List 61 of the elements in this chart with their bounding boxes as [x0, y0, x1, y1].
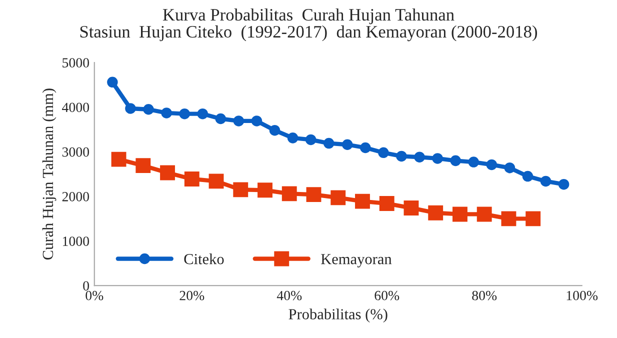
- y-tick-label: 4000: [62, 102, 90, 112]
- y-tick-label: 5000: [62, 58, 90, 68]
- point: [522, 170, 534, 182]
- point: [501, 211, 516, 226]
- point: [287, 132, 298, 144]
- x-tick-label: 0%: [86, 290, 104, 300]
- point: [450, 155, 461, 166]
- point: [404, 200, 419, 216]
- point: [233, 182, 248, 198]
- point: [160, 165, 175, 180]
- x-tick-label: 40%: [276, 290, 302, 300]
- point: [486, 159, 498, 170]
- point: [136, 158, 151, 174]
- point: [360, 142, 371, 154]
- point: [208, 174, 224, 189]
- point: [476, 206, 492, 222]
- point: [269, 124, 280, 136]
- point: [428, 205, 444, 220]
- x-tick-label: 80%: [472, 290, 497, 300]
- point: [179, 108, 190, 120]
- point: [197, 108, 208, 120]
- y-tick-label: 2000: [62, 192, 90, 202]
- y-tick-label: 0: [83, 281, 90, 291]
- point: [184, 172, 200, 186]
- x-tick-label: 100%: [566, 290, 598, 300]
- point: [282, 186, 297, 202]
- point: [251, 116, 262, 126]
- point: [143, 104, 154, 115]
- x-tick-label: 60%: [374, 290, 400, 300]
- point: [540, 176, 552, 187]
- point: [233, 116, 244, 126]
- legend-label: Citeko: [184, 254, 224, 264]
- point: [111, 152, 126, 167]
- x-tick-label: 20%: [180, 290, 204, 300]
- point: [330, 190, 346, 206]
- y-tick-label: 1000: [62, 236, 90, 246]
- legend-label: Kemayoran: [321, 254, 392, 268]
- point: [125, 103, 136, 114]
- point: [378, 147, 389, 158]
- point: [161, 108, 172, 118]
- point: [306, 187, 322, 202]
- y-axis-title: Curah Hujan Tahunan (mm): [42, 88, 56, 260]
- y-tick-label: 3000: [62, 147, 90, 157]
- chart-title: Kurva Probabilitas Curah Hujan Tahunan Stasiun Hujan Citeko (1992-2017) dan Kemayoran (2000-2018): [80, 8, 538, 42]
- point: [432, 153, 443, 164]
- point: [305, 134, 316, 146]
- point: [468, 156, 480, 168]
- point: [504, 162, 516, 174]
- point: [379, 196, 394, 211]
- point: [526, 211, 541, 226]
- point: [107, 76, 118, 88]
- point: [414, 152, 425, 162]
- point: [215, 113, 226, 124]
- point: [452, 206, 468, 222]
- point: [323, 138, 334, 149]
- point: [558, 178, 570, 190]
- point: [342, 139, 353, 150]
- point: [355, 194, 370, 209]
- point: [258, 182, 272, 198]
- point: [396, 150, 407, 162]
- x-axis-title: Probabilitas (%): [288, 308, 388, 322]
